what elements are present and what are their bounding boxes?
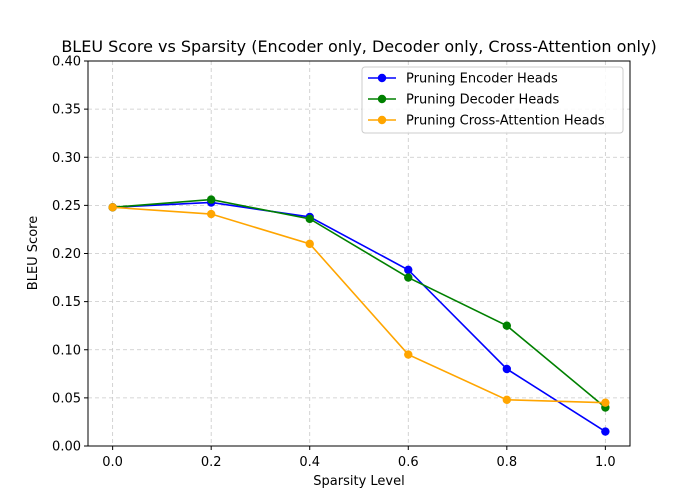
y-tick-label: 0.00 (52, 440, 81, 455)
data-point (404, 273, 413, 282)
legend-label: Pruning Cross-Attention Heads (406, 114, 605, 129)
series-line (112, 198, 606, 409)
y-tick-label: 0.35 (52, 103, 81, 118)
y-tick-label: 0.40 (52, 55, 81, 70)
legend-box (361, 66, 624, 134)
x-tick-label: 0.8 (496, 455, 517, 470)
legend-swatch-marker (377, 94, 387, 104)
y-tick-label: 0.30 (52, 151, 81, 166)
data-point (206, 209, 216, 219)
legend-swatch-marker (377, 73, 387, 83)
y-axis-label: BLEU Score (26, 216, 41, 290)
y-tick-label: 0.10 (52, 343, 81, 358)
data-point (404, 265, 413, 275)
data-point (404, 350, 413, 359)
x-tick-label: 0.6 (398, 455, 419, 470)
data-point (601, 427, 610, 436)
y-tick-label: 0.15 (52, 295, 81, 310)
x-tick-label: 0.0 (102, 455, 123, 470)
y-tick-label: 0.20 (52, 247, 81, 262)
y-tick-label: 0.05 (52, 391, 81, 406)
axis-ticks: 0.0 0.2 0.4 0.6 0.8 1.0 0.00 0.05 0.10 0.15 0.20 0.… (52, 55, 616, 471)
data-point (502, 364, 512, 374)
legend-swatch-marker (377, 115, 387, 125)
legend-label: Pruning Decoder Heads (406, 93, 559, 108)
x-tick-label: 0.4 (299, 455, 320, 470)
series-line (112, 206, 606, 404)
series-layer (108, 195, 610, 436)
data-point (502, 395, 512, 404)
chart-title: BLEU Score vs Sparsity (Encoder only, De… (61, 37, 656, 56)
legend-label: Pruning Encoder Heads (406, 72, 558, 87)
data-point (206, 195, 216, 204)
x-tick-label: 0.2 (201, 455, 222, 470)
data-point (601, 398, 610, 407)
data-point (502, 321, 512, 330)
data-point (108, 203, 117, 212)
legend: Pruning Encoder Heads Pruning Decoder Hea… (361, 66, 624, 134)
x-tick-label: 1.0 (595, 455, 616, 470)
series-line (112, 201, 606, 433)
y-tick-label: 0.25 (52, 199, 81, 214)
data-point (305, 214, 314, 224)
data-point (305, 239, 314, 249)
x-axis-label: Sparsity Level (313, 474, 404, 489)
